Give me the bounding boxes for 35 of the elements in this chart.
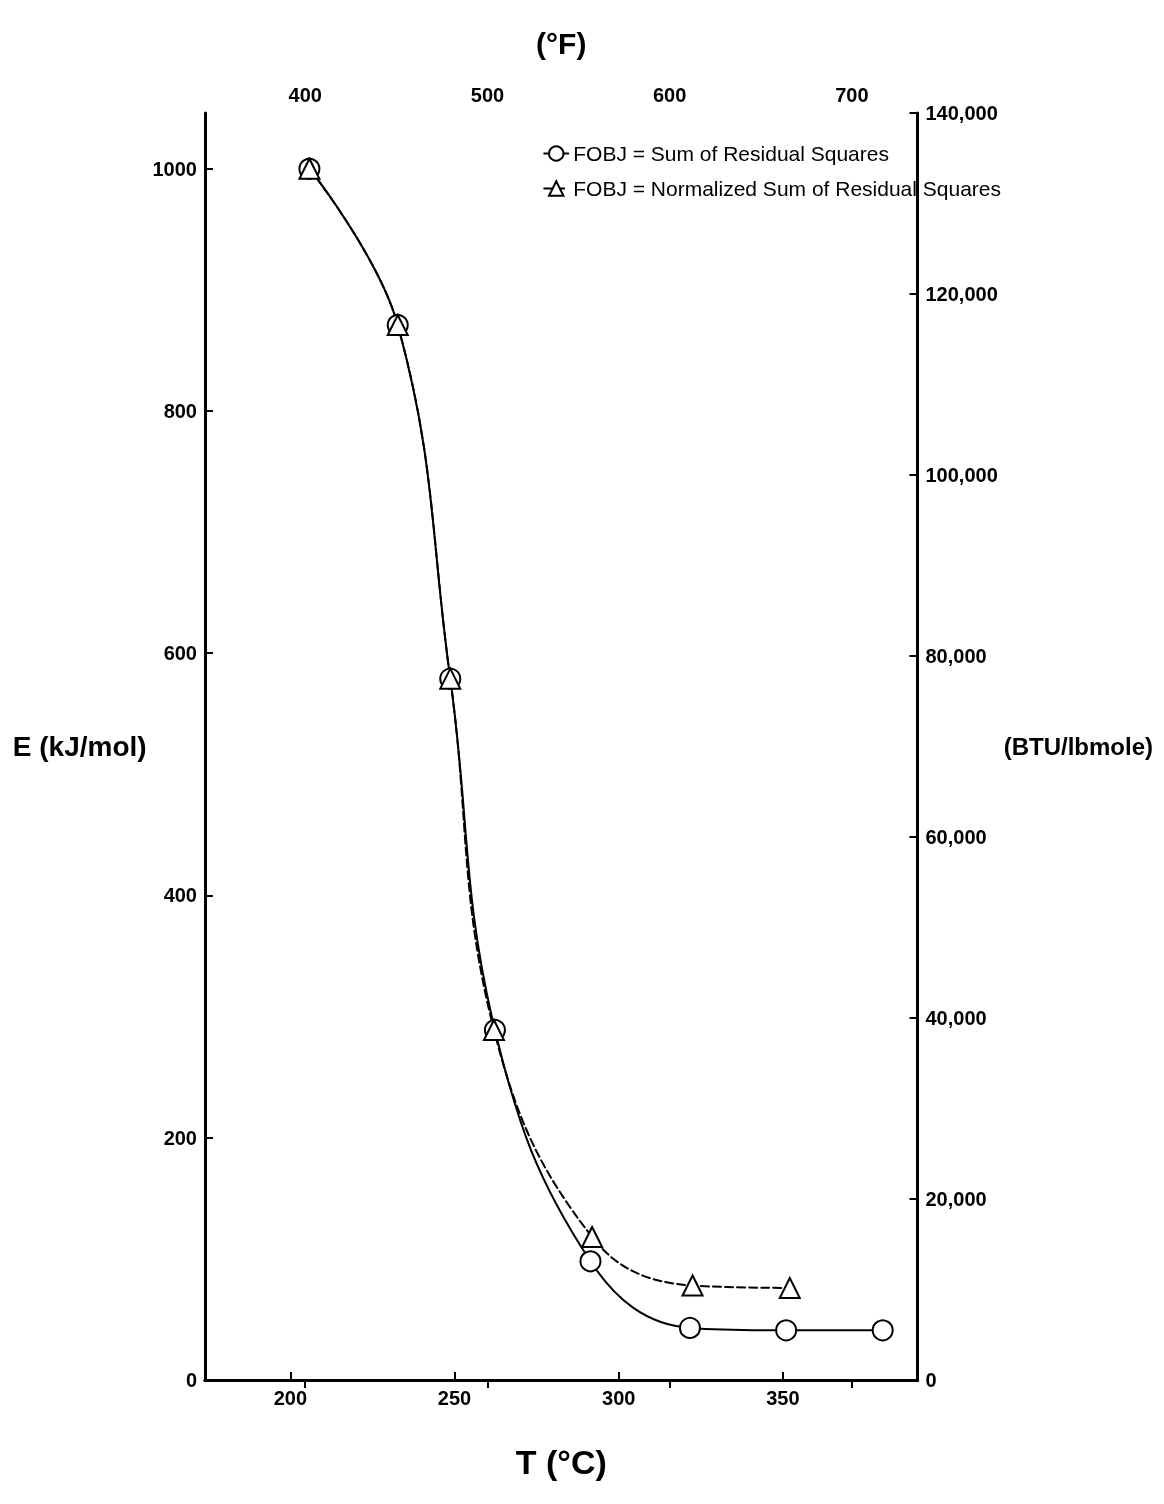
y2-tick-label: 80,000 <box>925 645 987 667</box>
y2-axis-title: (BTU/lbmole) <box>1003 733 1153 760</box>
y2-tick-label: 40,000 <box>925 1007 987 1029</box>
y-tick-label: 1000 <box>152 157 197 180</box>
x-tick-label: 350 <box>766 1387 800 1409</box>
y2-tick-label: 140,000 <box>925 102 998 124</box>
point <box>775 1319 798 1342</box>
point <box>778 1276 801 1299</box>
legend-label: FOBJ = Sum of Residual Squares <box>573 142 889 165</box>
x-tick-label: 300 <box>602 1387 636 1409</box>
point <box>681 1274 704 1297</box>
y2-tick-label: 0 <box>925 1369 937 1391</box>
x2-tick-label: 700 <box>835 84 869 106</box>
x2-tick-label: 500 <box>470 84 505 106</box>
y-tick-label: 800 <box>163 399 197 422</box>
x-tick-label: 250 <box>437 1387 472 1409</box>
y-tick-label: 400 <box>163 884 197 907</box>
point <box>579 1250 602 1273</box>
y-tick-label: 0 <box>185 1369 197 1391</box>
x2-axis-title: (°F) <box>536 26 587 60</box>
point <box>871 1319 894 1342</box>
y-axis-title: E (kJ/mol) <box>12 731 147 762</box>
y-tick-label: 200 <box>163 1126 197 1149</box>
legend-label: FOBJ = Normalized Sum of Residual Squares <box>573 177 1001 200</box>
y2-tick-label: 20,000 <box>925 1188 987 1210</box>
x-tick-label: 200 <box>273 1387 308 1409</box>
y2-tick-label: 60,000 <box>925 826 987 848</box>
point <box>581 1226 604 1249</box>
y2-tick-label: 100,000 <box>925 464 998 486</box>
x2-tick-label: 400 <box>288 84 322 106</box>
x-axis-title: T (°C) <box>515 1443 607 1481</box>
y2-tick-label: 120,000 <box>925 283 998 305</box>
x2-tick-label: 600 <box>652 84 687 106</box>
point <box>678 1316 701 1339</box>
y-tick-label: 600 <box>163 642 197 665</box>
